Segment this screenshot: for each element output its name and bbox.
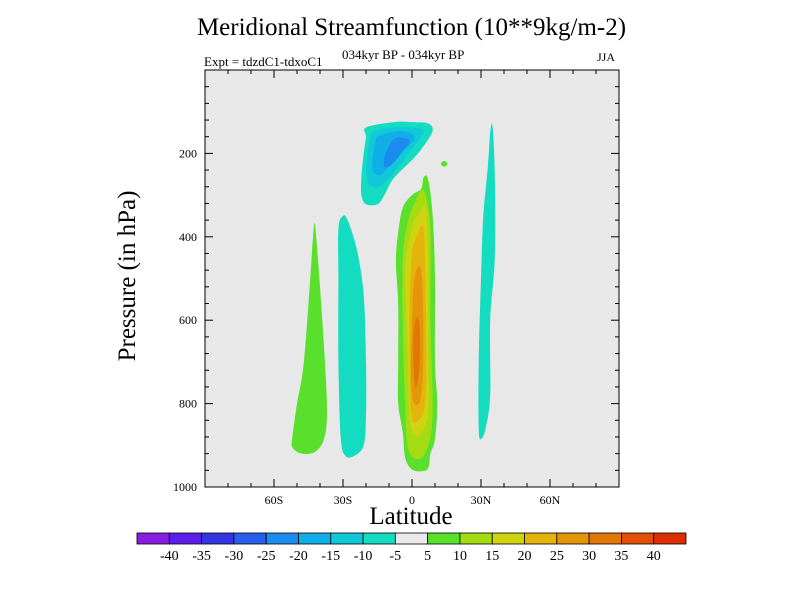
colorbar-swatch bbox=[233, 532, 267, 545]
colorbar-swatch bbox=[362, 532, 396, 545]
colorbar-swatch bbox=[394, 532, 429, 545]
colorbar-swatch bbox=[459, 532, 493, 545]
chart-title: Meridional Streamfunction (10**9kg/m-2) bbox=[196, 14, 627, 41]
contour-blob-20n bbox=[440, 160, 448, 167]
colorbar-swatch bbox=[136, 532, 170, 545]
colorbar-label: 10 bbox=[453, 549, 467, 564]
colorbar-swatch bbox=[556, 532, 590, 545]
colorbar-label: -30 bbox=[225, 549, 244, 564]
colorbar-swatch bbox=[588, 532, 622, 545]
time-range-label: 034kyr BP - 034kyr BP bbox=[342, 47, 465, 62]
colorbar-label: 40 bbox=[647, 549, 661, 564]
x-tick-label: 0 bbox=[409, 493, 415, 507]
colorbar-swatch bbox=[621, 532, 655, 545]
contour-lobe-sh-30s bbox=[338, 215, 367, 458]
contour-neg-cell-20 bbox=[383, 137, 410, 168]
y-tick-label: 1000 bbox=[173, 480, 197, 494]
colorbar-swatch bbox=[653, 532, 687, 545]
colorbar: -40 -35 -30 -25 -20 -15 -10 -5 5 10 15 20 25 30 35 40 bbox=[136, 532, 687, 564]
contour-lobe-nh-30n bbox=[478, 123, 496, 440]
colorbar-label: -20 bbox=[289, 549, 308, 564]
x-tick-label: 30S bbox=[334, 493, 353, 507]
colorbar-swatch bbox=[491, 532, 525, 545]
colorbar-swatch bbox=[201, 532, 235, 545]
x-tick-label: 60N bbox=[540, 493, 561, 507]
colorbar-label: -35 bbox=[192, 549, 211, 564]
colorbar-label: 30 bbox=[582, 549, 596, 564]
colorbar-swatch bbox=[168, 532, 202, 545]
y-tick-label: 400 bbox=[179, 230, 197, 244]
colorbar-swatch bbox=[265, 532, 299, 545]
colorbar-swatch bbox=[298, 532, 332, 545]
colorbar-label: 35 bbox=[614, 549, 628, 564]
colorbar-swatch bbox=[427, 532, 461, 545]
colorbar-label: 5 bbox=[424, 549, 431, 564]
x-tick-label: 60S bbox=[265, 493, 284, 507]
x-axis-label: Latitude bbox=[369, 503, 453, 530]
axis-ticks: 60S 30S 0 30N 60N 200 400 600 800 1000 bbox=[173, 70, 619, 507]
contour-pos-cell-30 bbox=[413, 316, 421, 389]
colorbar-label: 25 bbox=[550, 549, 564, 564]
y-tick-label: 600 bbox=[179, 313, 197, 327]
experiment-label: Expt = tdzdC1-tdxoC1 bbox=[204, 54, 323, 69]
colorbar-label: -15 bbox=[321, 549, 340, 564]
colorbar-label: -5 bbox=[390, 549, 402, 564]
colorbar-swatch bbox=[524, 532, 558, 545]
contour-lobe-sh-60s bbox=[291, 222, 328, 454]
colorbar-label: -25 bbox=[257, 549, 276, 564]
colorbar-label: 20 bbox=[518, 549, 532, 564]
colorbar-swatch bbox=[330, 532, 364, 545]
y-tick-label: 800 bbox=[179, 397, 197, 411]
colorbar-label: -40 bbox=[160, 549, 179, 564]
y-tick-label: 200 bbox=[179, 146, 197, 160]
colorbar-label: -10 bbox=[354, 549, 373, 564]
x-tick-label: 30N bbox=[471, 493, 492, 507]
colorbar-label: 15 bbox=[485, 549, 499, 564]
contour-layer bbox=[291, 121, 496, 472]
season-label: JJA bbox=[597, 50, 616, 64]
